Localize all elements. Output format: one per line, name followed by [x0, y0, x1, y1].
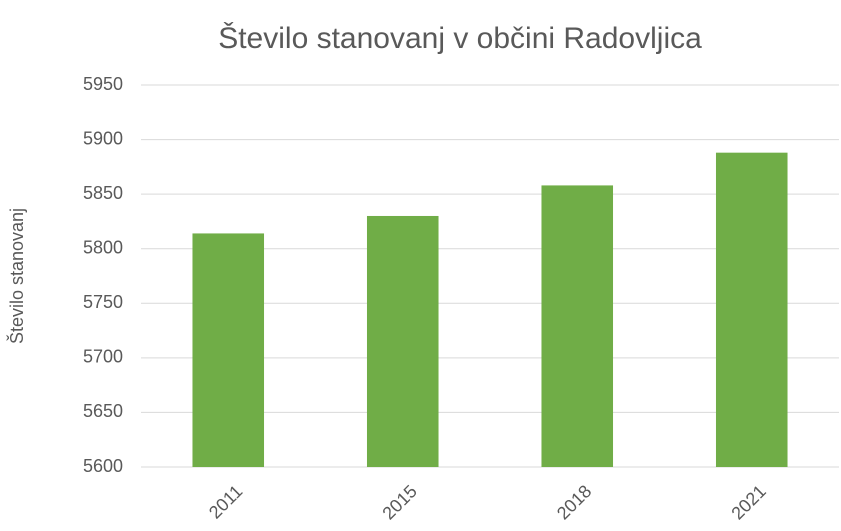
y-axis-label: Število stanovanj [6, 208, 27, 344]
y-tick-label: 5900 [83, 128, 123, 148]
y-tick-label: 5700 [83, 347, 123, 367]
bar [366, 215, 439, 467]
x-tick-label: 2011 [205, 481, 247, 523]
y-tick-label: 5650 [83, 401, 123, 421]
bar [541, 185, 614, 467]
chart-title: Število stanovanj v občini Radovljica [218, 21, 702, 55]
x-tick-label: 2018 [553, 481, 595, 523]
x-tick-label: 2021 [727, 481, 769, 523]
bar [715, 152, 788, 467]
y-tick-label: 5750 [83, 292, 123, 312]
y-tick-label: 5800 [83, 237, 123, 257]
x-tick-label: 2015 [378, 481, 420, 523]
y-tick-label: 5850 [83, 183, 123, 203]
y-tick-label: 5950 [83, 74, 123, 94]
y-tick-label: 5600 [83, 456, 123, 476]
bar [192, 233, 265, 467]
